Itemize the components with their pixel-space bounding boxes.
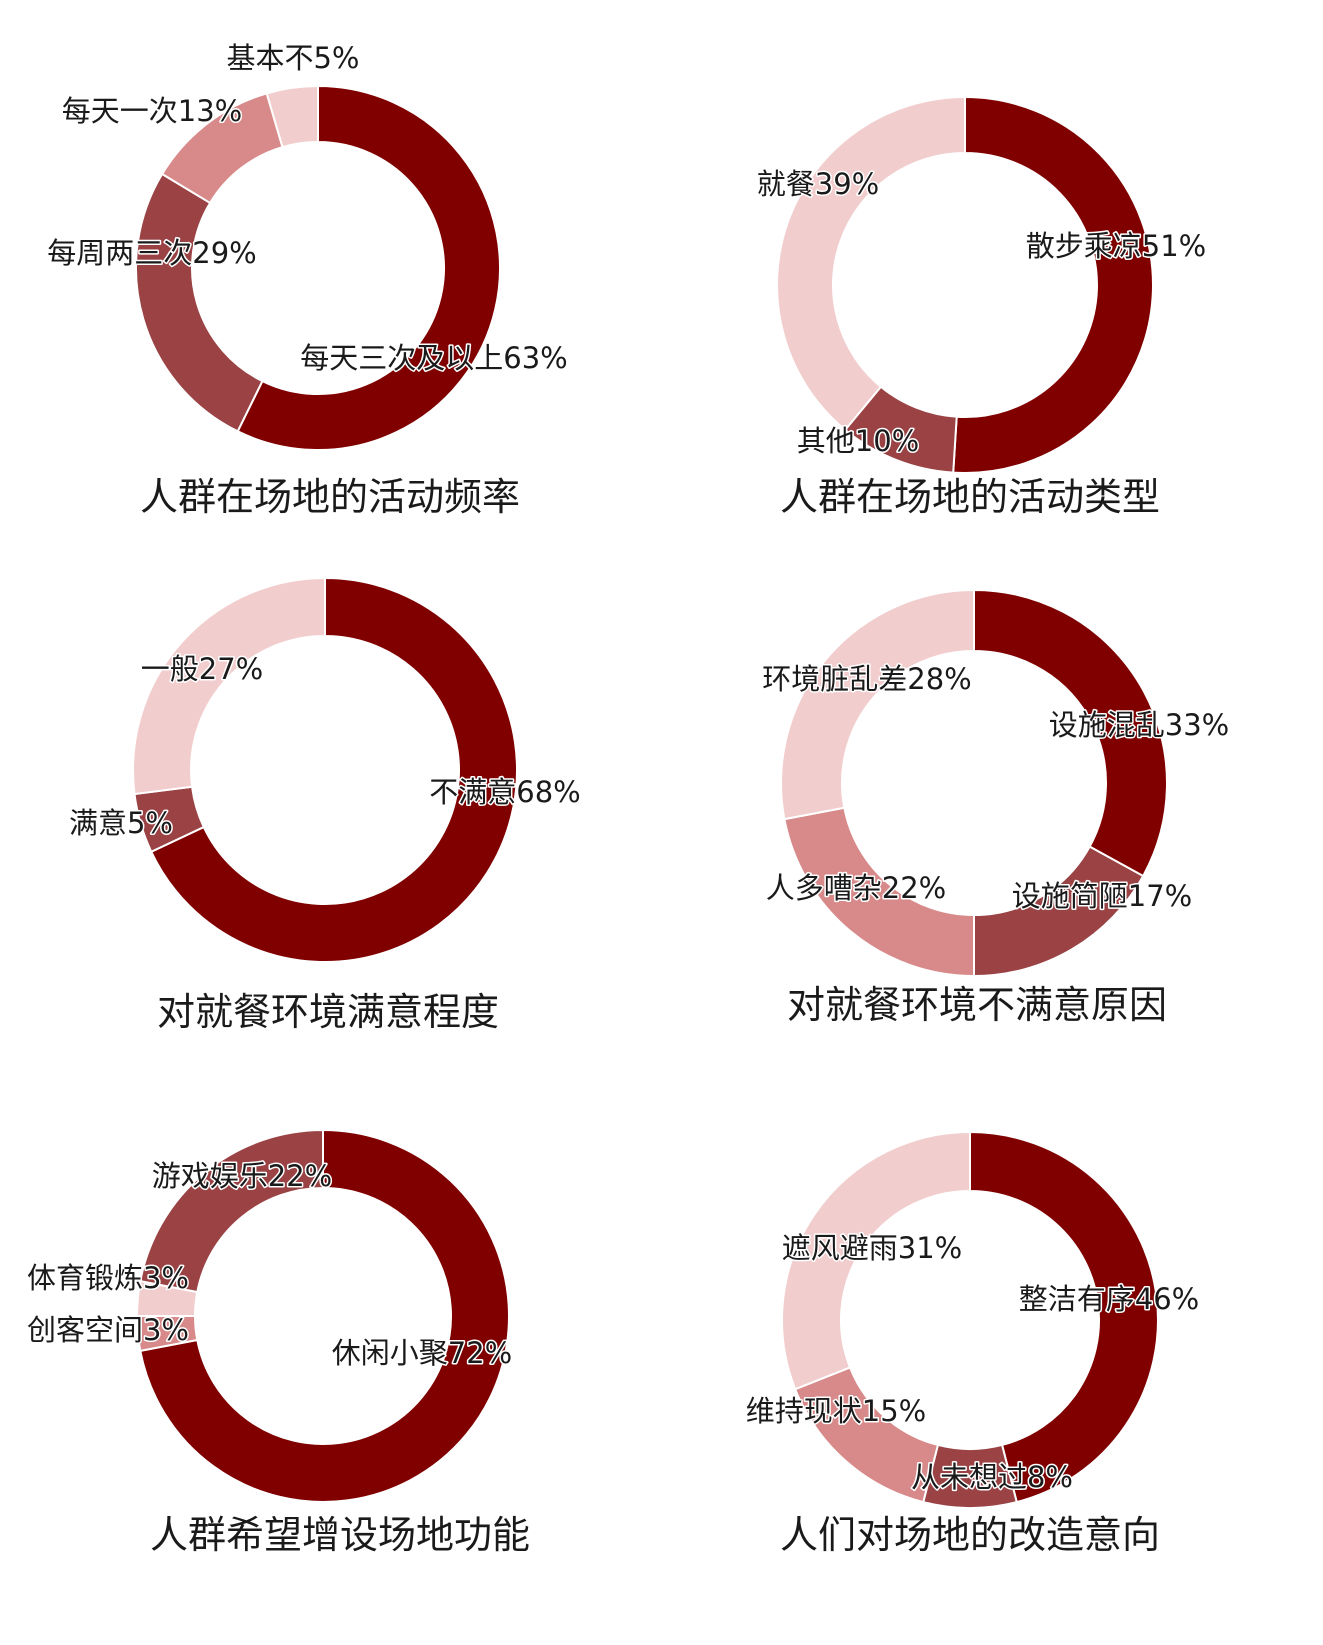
slice-label: 创客空间3% xyxy=(27,1313,189,1347)
slice-label: 每天一次13% xyxy=(62,94,242,128)
donut-chart-2: 散步乘凉51% 其他10% 就餐39% 人群在场地的活动类型 xyxy=(755,95,1208,519)
slice-label: 休闲小聚72% xyxy=(332,1336,512,1370)
donut-slice xyxy=(781,1130,971,1391)
slice-label: 设施混乱33% xyxy=(1049,708,1229,742)
donut-chart-3: 不满意68% 满意5% 一般27% 对就餐环境满意程度 xyxy=(67,576,582,1034)
donut-slice xyxy=(969,1130,1159,1504)
chart-title: 人群在场地的活动频率 xyxy=(140,475,520,519)
donut-slice xyxy=(132,576,326,796)
slice-label: 每天三次及以上63% xyxy=(300,341,567,375)
slice-label: 环境脏乱差28% xyxy=(762,662,971,696)
slice-label: 游戏娱乐22% xyxy=(152,1159,332,1193)
slice-label: 不满意68% xyxy=(429,775,580,809)
slice-label: 每周两三次29% xyxy=(47,236,256,270)
donut-slice xyxy=(265,84,319,149)
slice-label: 一般27% xyxy=(141,652,263,686)
donut-slice xyxy=(780,588,975,821)
donut-slice xyxy=(952,95,1154,474)
slice-label: 散步乘凉51% xyxy=(1026,229,1206,263)
slice-label: 体育锻炼3% xyxy=(27,1261,189,1295)
donut-slice xyxy=(139,1128,510,1503)
donut-slice xyxy=(236,84,501,451)
chart-title: 人群希望增设场地功能 xyxy=(150,1513,530,1557)
slice-label: 基本不5% xyxy=(226,41,359,75)
donut-slice xyxy=(973,588,1168,878)
slice-label: 设施简陋17% xyxy=(1012,879,1192,913)
chart-title: 对就餐环境满意程度 xyxy=(157,990,499,1034)
slice-label: 满意5% xyxy=(69,806,173,840)
slice-label: 整洁有序46% xyxy=(1019,1282,1199,1316)
chart-title: 人们对场地的改造意向 xyxy=(780,1513,1160,1557)
donut-chart-4: 设施混乱33% 设施简陋17% 人多嘈杂22% 环境脏乱差28% 对就餐环境不满意原因 xyxy=(761,588,1231,1027)
slice-label: 遮风避雨31% xyxy=(782,1231,962,1265)
donut-slice xyxy=(149,576,518,963)
donut-slice xyxy=(776,95,966,432)
slice-label: 从未想过8% xyxy=(911,1460,1073,1494)
donut-slice xyxy=(139,1128,324,1294)
donut-slice xyxy=(135,172,264,433)
chart-title: 人群在场地的活动类型 xyxy=(780,475,1160,519)
slice-label: 人多嘈杂22% xyxy=(766,871,946,905)
chart-title: 对就餐环境不满意原因 xyxy=(787,983,1167,1027)
slice-label: 其他10% xyxy=(797,424,919,458)
donut-chart-6: 整洁有序46% 从未想过8% 维持现状15% 遮风避雨31% 人们对场地的改造意向 xyxy=(744,1130,1201,1557)
donut-chart-5: 休闲小聚72% 创客空间3% 体育锻炼3% 游戏娱乐22% 人群希望增设场地功能 xyxy=(25,1128,530,1557)
slice-label: 维持现状15% xyxy=(746,1394,926,1428)
donut-chart-1: 每天三次及以上63% 每周两三次29% 每天一次13% 基本不5% 人群在场地的活动频率 xyxy=(46,40,569,520)
slice-label: 就餐39% xyxy=(757,167,879,201)
